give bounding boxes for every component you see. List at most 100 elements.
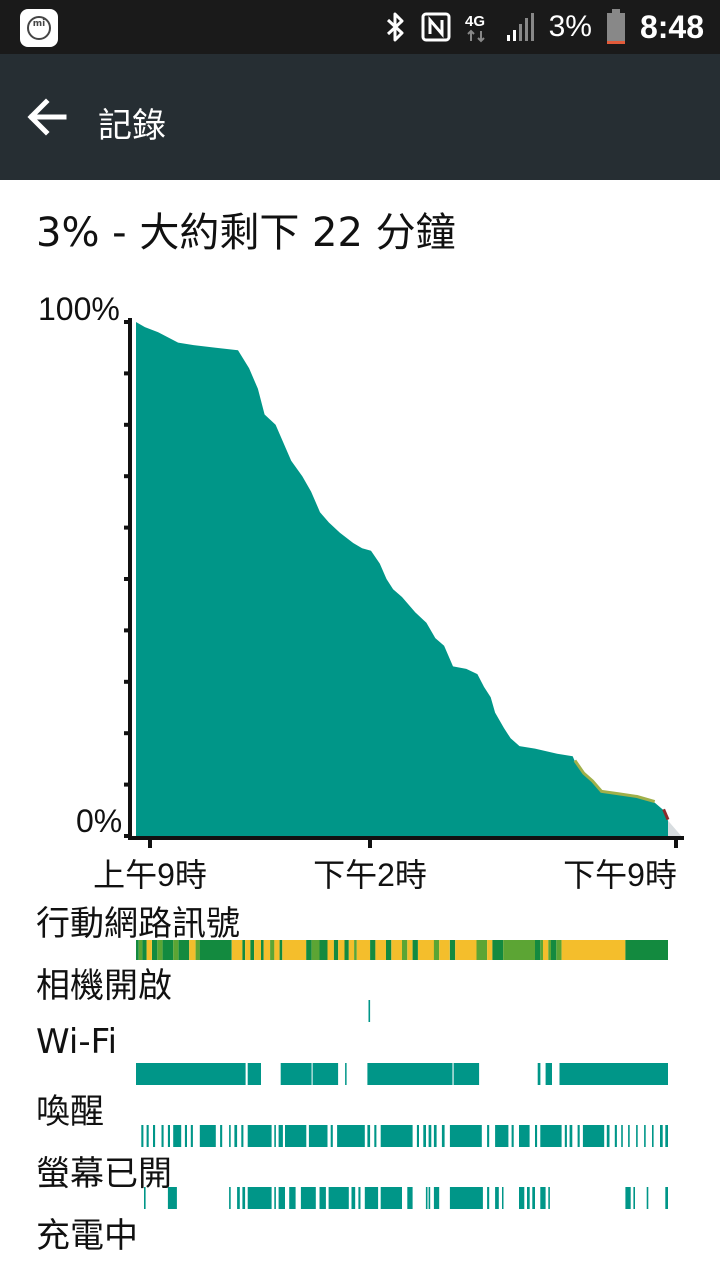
track-segment xyxy=(441,1125,445,1147)
track-label-wifi: Wi-Fi xyxy=(36,1022,118,1062)
track-segment xyxy=(312,1063,339,1085)
track-label-mobile-signal: 行動網路訊號 xyxy=(36,904,240,944)
battery-percent: 3% xyxy=(548,10,592,43)
track-segment xyxy=(535,940,541,960)
track-label-charging: 充電中 xyxy=(36,1216,138,1256)
track-screen-on xyxy=(144,1187,668,1209)
track-segment xyxy=(545,1063,552,1085)
track-segment xyxy=(274,940,280,960)
track-segment xyxy=(162,940,174,960)
back-button[interactable] xyxy=(22,92,72,142)
track-segment xyxy=(428,1187,431,1209)
page-title: 記錄 xyxy=(98,106,166,146)
track-segment xyxy=(136,1063,246,1085)
track-segment xyxy=(306,940,312,960)
track-segment xyxy=(274,1187,276,1209)
track-segment xyxy=(503,940,535,960)
track-segment xyxy=(519,1125,530,1147)
track-segment xyxy=(455,940,477,960)
track-segment xyxy=(532,1187,535,1209)
track-segment xyxy=(412,940,418,960)
track-charging xyxy=(136,1249,668,1271)
track-segment xyxy=(351,1187,356,1209)
track-segment xyxy=(495,1187,499,1209)
track-segment xyxy=(178,940,190,960)
track-segment xyxy=(263,940,271,960)
track-segment xyxy=(449,1125,482,1147)
status-icons: 4G 3% 8:48 xyxy=(385,0,704,54)
track-segment xyxy=(535,1125,538,1147)
track-segment xyxy=(416,1125,419,1147)
track-segment xyxy=(289,1187,296,1209)
track-segment xyxy=(344,940,349,960)
x-tick-label-2pm: 下午2時 xyxy=(313,857,427,893)
track-segment xyxy=(425,1187,428,1209)
track-segment xyxy=(487,1187,490,1209)
track-segment xyxy=(374,1125,377,1147)
battery-summary: 3% - 大約剩下 22 分鐘 xyxy=(36,210,456,256)
track-segment xyxy=(418,940,434,960)
track-segment xyxy=(242,1187,246,1209)
track-segment xyxy=(152,940,158,960)
track-segment xyxy=(540,940,543,960)
signal-icon xyxy=(506,13,534,41)
bluetooth-icon xyxy=(386,12,404,42)
track-segment xyxy=(492,940,503,960)
track-segment xyxy=(439,940,450,960)
track-segment xyxy=(621,1125,623,1147)
track-segment xyxy=(319,940,328,960)
track-segment xyxy=(407,940,413,960)
track-segment xyxy=(231,940,243,960)
track-segment xyxy=(245,940,251,960)
track-camera xyxy=(368,1000,371,1022)
track-segment xyxy=(633,1187,635,1209)
y-axis-top-label: 100% xyxy=(38,291,120,327)
track-label-awake: 喚醒 xyxy=(36,1092,104,1132)
track-segment xyxy=(375,940,386,960)
track-segment xyxy=(646,1187,649,1209)
track-segment xyxy=(285,1125,307,1147)
track-segment xyxy=(476,940,488,960)
track-segment xyxy=(364,1187,379,1209)
track-segment xyxy=(282,940,307,960)
track-segment xyxy=(502,1187,504,1209)
track-segment xyxy=(279,940,283,960)
svg-text:4G: 4G xyxy=(465,13,485,30)
track-segment xyxy=(146,1125,149,1147)
battery-history-chart: 100% 0% 上午9時 下午2時 下午9時 xyxy=(38,291,684,893)
track-segment xyxy=(161,1125,164,1147)
track-segment xyxy=(142,940,147,960)
critical-battery-line xyxy=(662,808,670,821)
track-segment xyxy=(220,1125,223,1147)
track-segment xyxy=(136,940,139,960)
track-segment xyxy=(428,1125,432,1147)
track-segment xyxy=(242,940,246,960)
track-segment xyxy=(386,940,392,960)
track-segment xyxy=(250,940,255,960)
track-segment xyxy=(167,1187,177,1209)
track-segment xyxy=(380,1187,402,1209)
track-segment xyxy=(247,1125,272,1147)
track-segment xyxy=(319,1187,326,1209)
track-segment xyxy=(189,940,196,960)
track-awake xyxy=(141,1125,668,1147)
track-segment xyxy=(195,940,200,960)
track-segment xyxy=(564,1125,567,1147)
x-tick-label-9am: 上午9時 xyxy=(93,857,207,893)
track-segment xyxy=(345,1063,347,1085)
track-segment xyxy=(551,940,557,960)
track-segment xyxy=(391,940,402,960)
track-segment xyxy=(308,1125,328,1147)
mi-icon: mi xyxy=(20,9,58,47)
track-segment xyxy=(665,1125,668,1147)
track-segment xyxy=(241,1125,244,1147)
track-segment xyxy=(338,940,345,960)
track-segment xyxy=(274,1125,276,1147)
battery-icon xyxy=(606,9,625,44)
battery-level-area xyxy=(136,322,668,836)
track-segment xyxy=(433,1125,437,1147)
track-segment xyxy=(199,1125,216,1147)
track-segment xyxy=(330,1125,333,1147)
track-segment xyxy=(173,940,179,960)
track-segment xyxy=(311,940,320,960)
